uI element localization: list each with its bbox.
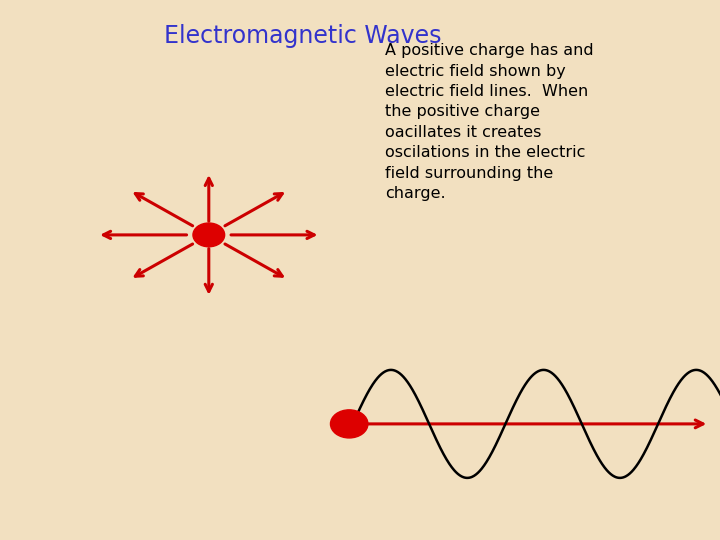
- Circle shape: [330, 410, 368, 438]
- Circle shape: [193, 223, 225, 247]
- Text: Electromagnetic Waves: Electromagnetic Waves: [163, 24, 441, 48]
- Text: A positive charge has and
electric field shown by
electric field lines.  When
th: A positive charge has and electric field…: [385, 43, 594, 201]
